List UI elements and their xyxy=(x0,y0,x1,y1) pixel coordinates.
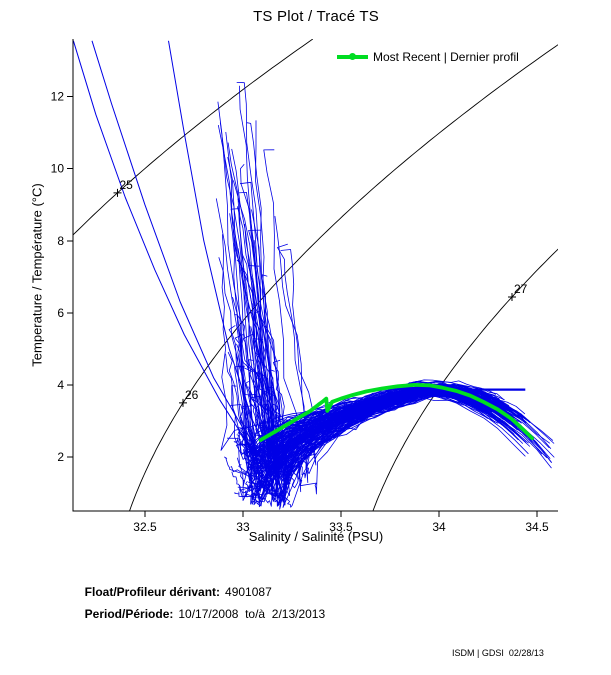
axes xyxy=(67,39,558,517)
period-line: Period/Période: 10/17/2008 to/à 2/13/2013 xyxy=(78,593,325,621)
profile-line xyxy=(257,389,505,495)
profile-line xyxy=(254,392,526,470)
isopycnal-27 xyxy=(372,248,558,511)
float-id-line: Float/Profileur dérivant: 4901087 xyxy=(78,571,272,599)
axis-lines xyxy=(72,39,558,512)
page-title: TS Plot / Tracé TS xyxy=(253,8,379,25)
profile-line xyxy=(244,223,519,456)
isopycnal-25 xyxy=(73,39,314,236)
legend-line-swatch xyxy=(337,53,368,60)
contour-label-text: 26 xyxy=(185,388,199,402)
profile-line xyxy=(274,390,518,489)
legend: Most Recent | Dernier profil xyxy=(337,50,519,64)
profile-lines-ensemble xyxy=(73,40,555,510)
most-recent-profile-path xyxy=(258,382,534,442)
profile-line xyxy=(243,391,513,497)
profile-line xyxy=(251,389,492,492)
y-tick-label: 10 xyxy=(51,162,65,176)
x-tick-label: 32.5 xyxy=(133,520,157,534)
x-tick-label: 34.5 xyxy=(525,520,549,534)
isopycnal-26 xyxy=(129,44,558,511)
y-tick-label: 8 xyxy=(57,234,64,248)
x-tick-label: 33.5 xyxy=(329,520,353,534)
contour-label-marker xyxy=(113,188,122,197)
profile-line-outlier xyxy=(168,40,269,454)
legend-label: Most Recent | Dernier profil xyxy=(373,50,519,64)
profile-line-outlier xyxy=(73,40,273,472)
y-tick-label: 2 xyxy=(57,450,64,464)
float-id-label: Float/Profileur dérivant: xyxy=(84,585,221,599)
isopycnal-labels: 25 26 27 xyxy=(113,178,528,407)
contour-label-text: 27 xyxy=(514,282,528,296)
profile-line-outlier xyxy=(91,40,267,461)
contour-label-marker xyxy=(178,398,187,407)
x-tick-label: 34 xyxy=(432,520,446,534)
y-tick-label: 12 xyxy=(51,90,65,104)
float-id-value: 4901087 xyxy=(225,585,272,599)
most-recent-profile-line xyxy=(258,382,534,442)
period-label: Period/Période: xyxy=(84,607,174,621)
agency-watermark: ISDM | GDSI 02/28/13 xyxy=(452,648,544,658)
contour-label-marker xyxy=(507,292,516,301)
x-tick-label: 33 xyxy=(236,520,250,534)
y-tick-label: 6 xyxy=(57,306,64,320)
y-tick-label: 4 xyxy=(57,378,64,392)
profile-line xyxy=(234,388,500,506)
profile-line xyxy=(236,384,500,495)
period-value: 10/17/2008 to/à 2/13/2013 xyxy=(178,607,326,621)
contour-label-text: 25 xyxy=(119,178,133,192)
x-axis-label: Salinity / Salinité (PSU) xyxy=(248,529,384,544)
isopycnal-contours xyxy=(73,39,558,511)
legend-marker-dot xyxy=(349,53,356,60)
